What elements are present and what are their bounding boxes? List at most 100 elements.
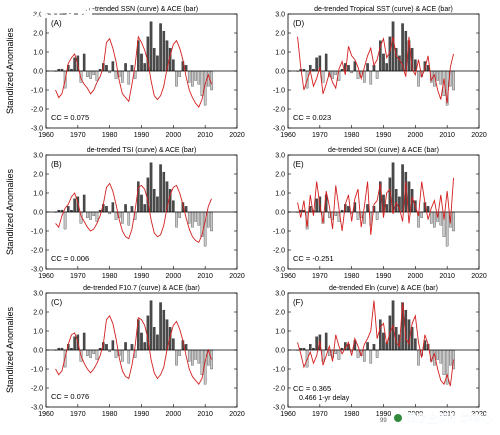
cc-annotation: CC = -0.251 [293,254,334,263]
panel-label: (A) [51,19,62,28]
bar [184,344,188,351]
x-tick-label: 1970 [312,273,328,280]
bar [200,70,204,96]
bar [149,300,153,351]
bar [130,65,134,72]
bar [89,349,92,358]
bar [95,349,99,360]
bar [121,70,124,83]
x-tick-label: 2010 [439,411,455,418]
y-tick-label: -2.0 [31,385,43,392]
y-tick-label: 2.0 [33,309,43,316]
bar [152,48,156,72]
bar [111,202,115,213]
y-axis-label: Standlized Anomalies [5,168,15,255]
cc-annotation: CC = 0.006 [51,254,89,263]
bar [143,63,146,72]
x-tick-label: 1970 [70,132,86,139]
bar [184,206,188,213]
cc-annotation-delay: 0.466 1-yr delay [299,395,350,402]
y-tick-label: -2.0 [31,106,43,113]
y-tick-label: 0.0 [275,68,285,75]
bar [417,70,420,87]
x-tick-label: 2020 [471,273,487,280]
x-tick-label: 1990 [376,273,392,280]
bar [178,349,181,356]
y-tick-label: 0.0 [275,209,285,216]
bar [152,189,156,213]
bar [433,211,436,228]
y-tick-label: 0.0 [33,68,43,75]
x-tick-label: 2020 [229,411,245,418]
bar [452,70,455,91]
bar [391,21,395,72]
y-tick-label: -2.0 [273,106,285,113]
bar [73,336,76,351]
bar [426,65,430,72]
bar [114,70,118,79]
curve-line [55,182,212,244]
bar [156,334,159,351]
bar [194,211,197,222]
bar [66,206,70,213]
x-tick-label: 2000 [408,132,424,139]
bar [172,59,175,72]
bar [121,211,124,224]
y-tick-label: 1.0 [33,190,43,197]
y-tick-label: 2.0 [33,30,43,37]
bar [105,344,108,351]
y-tick-label: 3.0 [33,290,43,297]
bar [366,342,369,351]
x-tick-label: 1990 [376,132,392,139]
bar [382,332,385,351]
bar [187,70,191,83]
bar [347,206,350,213]
bar [426,206,430,213]
bar [308,344,312,351]
bar [191,70,194,87]
bar [82,332,86,351]
bar [82,53,86,72]
bar [111,61,115,72]
bar [334,349,338,354]
x-tick-label: 2010 [439,273,455,280]
bar [152,327,156,351]
bar [200,349,204,375]
x-tick-label: 2000 [408,411,424,418]
bar [210,349,213,370]
x-tick-label: 2010 [197,273,213,280]
bar [175,349,178,366]
chart-title: de-trended SSN (curve) & ACE (bar) [85,6,198,13]
bar [92,211,96,216]
x-tick-label: 1990 [134,132,150,139]
bar [162,171,166,213]
y-tick-label: 2.0 [275,30,285,37]
bar [414,338,417,351]
bar [105,65,108,72]
bar [124,63,127,72]
bar [401,164,404,213]
y-tick-label: 1.0 [275,49,285,56]
y-tick-label: -1.0 [273,87,285,94]
chart-title: de-trended TSI (curve) & ACE (bar) [87,147,197,154]
y-tick-label: 1.0 [33,328,43,335]
x-tick-label: 2010 [439,132,455,139]
chart-title: de-trended SOI (curve) & ACE (bar) [328,147,439,154]
bar [114,349,118,358]
bar [324,332,328,351]
bar [162,30,166,72]
bar [140,194,143,213]
bar [159,164,162,213]
x-tick-label: 1970 [312,132,328,139]
bar [369,349,373,364]
bar [95,70,99,81]
y-tick-label: 1.0 [275,190,285,197]
y-tick-label: -1.0 [31,366,43,373]
bar [127,211,131,226]
y-tick-label: 3.0 [275,290,285,297]
bar [187,211,191,224]
wechat-icon [394,414,402,422]
